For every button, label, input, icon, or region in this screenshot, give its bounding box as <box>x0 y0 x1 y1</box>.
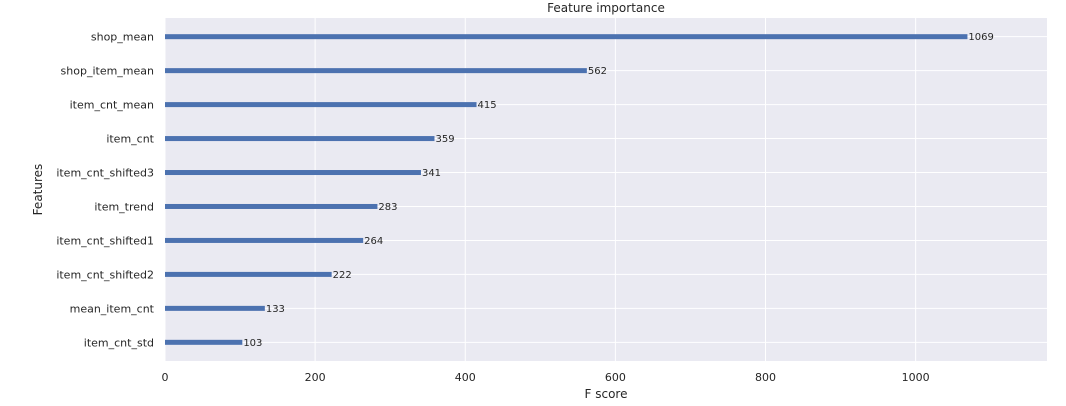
value-label-shop_item_mean: 562 <box>588 66 607 77</box>
x-tick-label: 0 <box>162 371 169 384</box>
x-tick-labels: 0 200 400 600 800 1000 <box>162 371 930 384</box>
value-label-item_trend: 283 <box>378 202 397 213</box>
value-label-item_cnt_shifted2: 222 <box>333 270 352 281</box>
x-tick-label: 200 <box>305 371 326 384</box>
bar-item_cnt_shifted3 <box>165 170 421 176</box>
y-tick-label-item_cnt_shifted1: item_cnt_shifted1 <box>56 234 154 247</box>
value-label-item_cnt_shifted3: 341 <box>422 168 441 179</box>
value-label-item_cnt_mean: 415 <box>478 100 497 111</box>
bar-mean_item_cnt <box>165 305 265 311</box>
plot-area <box>165 18 1047 361</box>
bar-item_trend <box>165 203 378 209</box>
bar-item_cnt_shifted2 <box>165 271 332 277</box>
value-label-item_cnt_shifted1: 264 <box>364 236 383 247</box>
bar-shop_mean <box>165 34 968 40</box>
x-tick-label: 400 <box>455 371 476 384</box>
y-tick-label-item_cnt_std: item_cnt_std <box>84 336 154 349</box>
value-label-item_cnt_std: 103 <box>243 338 262 349</box>
y-tick-label-item_cnt_shifted3: item_cnt_shifted3 <box>56 167 154 180</box>
bar-item_cnt_std <box>165 339 243 345</box>
bar-item_cnt_mean <box>165 102 477 108</box>
y-tick-label-mean_item_cnt: mean_item_cnt <box>70 302 155 315</box>
y-tick-labels: shop_mean shop_item_mean item_cnt_meanitem… <box>56 31 154 350</box>
x-tick-label: 800 <box>755 371 776 384</box>
value-label-mean_item_cnt: 133 <box>266 304 285 315</box>
bars <box>165 34 968 345</box>
value-label-item_cnt: 359 <box>435 134 454 145</box>
y-tick-label-item_cnt_mean: item_cnt_mean <box>70 99 154 112</box>
x-tick-label: 600 <box>605 371 626 384</box>
y-tick-label-shop_item_mean: shop_item_mean <box>61 65 154 78</box>
y-axis-title: Features <box>31 164 45 216</box>
bar-item_cnt_shifted1 <box>165 237 364 243</box>
x-tick-label: 1000 <box>902 371 930 384</box>
chart-title: Feature importance <box>547 1 665 15</box>
value-label-shop_mean: 1069 <box>968 32 993 43</box>
y-tick-label-item_cnt_shifted2: item_cnt_shifted2 <box>56 268 154 281</box>
y-tick-label-item_cnt: item_cnt <box>106 133 154 146</box>
x-axis-title: F score <box>585 387 628 401</box>
y-tick-label-item_trend: item_trend <box>94 200 154 213</box>
bar-item_cnt <box>165 136 435 142</box>
bar-shop_item_mean <box>165 68 587 74</box>
value-labels: 1069 562 415 359 341 283 264 222 133 103 <box>243 32 994 349</box>
y-tick-label-shop_mean: shop_mean <box>91 31 154 44</box>
